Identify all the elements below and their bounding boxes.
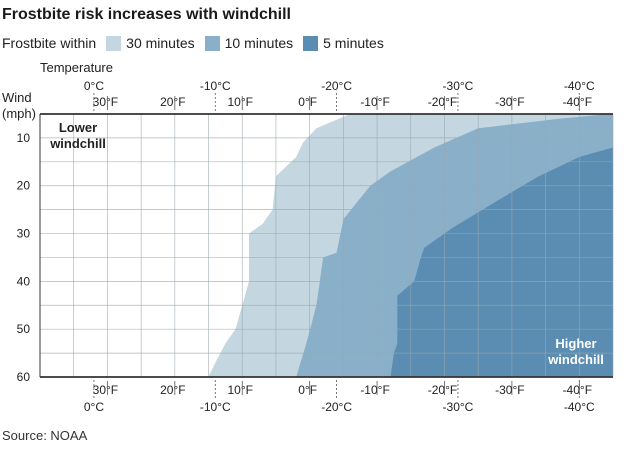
f-tick-bottom: -20°F — [428, 383, 457, 397]
x-axis-label: Temperature — [40, 60, 113, 75]
c-tick-bottom: 0°C — [84, 400, 104, 414]
f-tick-top: -10°F — [360, 95, 389, 109]
f-tick-bottom: -40°F — [563, 383, 592, 397]
legend-label-5-minutes: 5 minutes — [323, 35, 384, 51]
c-tick-top: 0°C — [84, 79, 104, 93]
legend: Frostbite within 30 minutes 10 minutes 5… — [2, 35, 384, 51]
c-tick-bottom: -20°C — [321, 400, 352, 414]
f-tick-top: 0°F — [298, 95, 317, 109]
annotation-higher-windchill: windchill — [547, 352, 604, 367]
f-tick-bottom: -30°F — [495, 383, 524, 397]
wind-tick: 20 — [17, 179, 31, 193]
f-tick-bottom: 0°F — [298, 383, 317, 397]
annotation-lower-windchill: windchill — [49, 136, 106, 151]
wind-tick: 40 — [17, 274, 31, 288]
f-tick-bottom: -10°F — [360, 383, 389, 397]
annotation-higher: Higher — [555, 336, 596, 351]
wind-tick: 60 — [17, 370, 31, 384]
legend-label-30-minutes: 30 minutes — [126, 35, 195, 51]
tick-labels: 30°F 30°F 20°F 20°F 10°F 10°F 0°F 0°F -10°F -10°F… — [17, 79, 595, 414]
f-tick-bottom: 10°F — [227, 383, 252, 397]
c-tick-top: -40°C — [564, 79, 595, 93]
legend-prefix: Frostbite within — [2, 35, 97, 51]
f-tick-bottom: 30°F — [93, 383, 118, 397]
f-tick-top: -40°F — [563, 95, 592, 109]
grid-lines — [39, 113, 614, 378]
area-5-minutes — [390, 147, 613, 377]
c-tick-top: -30°C — [443, 79, 474, 93]
legend-swatch-5-minutes — [303, 35, 319, 51]
legend-swatch-10-minutes — [204, 35, 220, 51]
f-tick-top: -20°F — [428, 95, 457, 109]
f-tick-bottom: 20°F — [160, 383, 185, 397]
wind-tick: 30 — [17, 227, 31, 241]
f-tick-top: -30°F — [495, 95, 524, 109]
wind-tick: 50 — [17, 322, 31, 336]
y-axis-label-line1: Wind — [2, 90, 32, 105]
f-tick-top: 10°F — [227, 95, 252, 109]
legend-label-10-minutes: 10 minutes — [224, 35, 294, 51]
y-axis-label-line2: (mph) — [2, 106, 36, 121]
source-note: Source: NOAA — [2, 428, 88, 443]
c-tick-top: -20°C — [321, 79, 352, 93]
wind-tick: 10 — [17, 131, 31, 145]
c-tick-bottom: -30°C — [443, 400, 474, 414]
f-tick-top: 20°F — [160, 95, 185, 109]
legend-swatch-30-minutes — [106, 35, 122, 51]
annotation-lower: Lower — [59, 120, 97, 135]
f-tick-top: 30°F — [93, 95, 118, 109]
c-tick-bottom: -10°C — [200, 400, 231, 414]
chart-title: Frostbite risk increases with windchill — [2, 6, 291, 23]
c-tick-bottom: -40°C — [564, 400, 595, 414]
c-tick-top: -10°C — [200, 79, 231, 93]
